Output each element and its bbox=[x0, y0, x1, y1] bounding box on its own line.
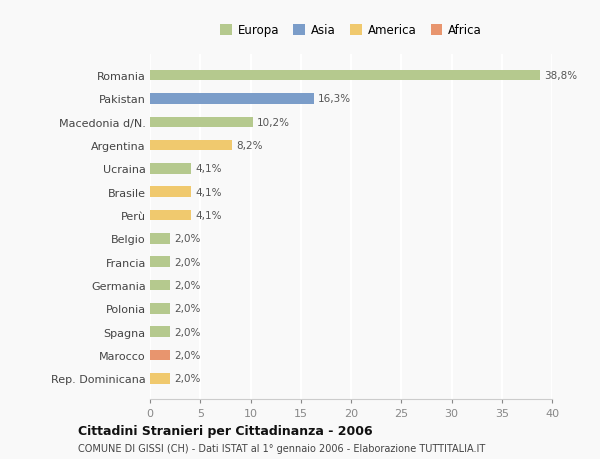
Bar bbox=[150, 327, 170, 337]
Bar bbox=[150, 94, 314, 105]
Bar bbox=[150, 210, 191, 221]
Text: 2,0%: 2,0% bbox=[174, 280, 200, 291]
Bar bbox=[150, 373, 170, 384]
Bar bbox=[150, 280, 170, 291]
Text: 4,1%: 4,1% bbox=[195, 211, 222, 221]
Bar bbox=[150, 303, 170, 314]
Text: 10,2%: 10,2% bbox=[257, 118, 290, 128]
Text: 38,8%: 38,8% bbox=[544, 71, 577, 81]
Text: 2,0%: 2,0% bbox=[174, 234, 200, 244]
Text: 2,0%: 2,0% bbox=[174, 304, 200, 313]
Text: 2,0%: 2,0% bbox=[174, 374, 200, 383]
Bar bbox=[150, 164, 191, 174]
Bar bbox=[150, 71, 540, 81]
Bar bbox=[150, 257, 170, 267]
Text: 2,0%: 2,0% bbox=[174, 350, 200, 360]
Text: 2,0%: 2,0% bbox=[174, 327, 200, 337]
Text: COMUNE DI GISSI (CH) - Dati ISTAT al 1° gennaio 2006 - Elaborazione TUTTITALIA.I: COMUNE DI GISSI (CH) - Dati ISTAT al 1° … bbox=[78, 443, 485, 453]
Bar bbox=[150, 234, 170, 244]
Text: 16,3%: 16,3% bbox=[318, 94, 351, 104]
Bar bbox=[150, 350, 170, 360]
Text: 4,1%: 4,1% bbox=[195, 187, 222, 197]
Bar bbox=[150, 187, 191, 197]
Text: Cittadini Stranieri per Cittadinanza - 2006: Cittadini Stranieri per Cittadinanza - 2… bbox=[78, 424, 373, 437]
Text: 4,1%: 4,1% bbox=[195, 164, 222, 174]
Text: 8,2%: 8,2% bbox=[236, 141, 263, 151]
Bar bbox=[150, 117, 253, 128]
Text: 2,0%: 2,0% bbox=[174, 257, 200, 267]
Legend: Europa, Asia, America, Africa: Europa, Asia, America, Africa bbox=[215, 20, 487, 42]
Bar bbox=[150, 140, 232, 151]
